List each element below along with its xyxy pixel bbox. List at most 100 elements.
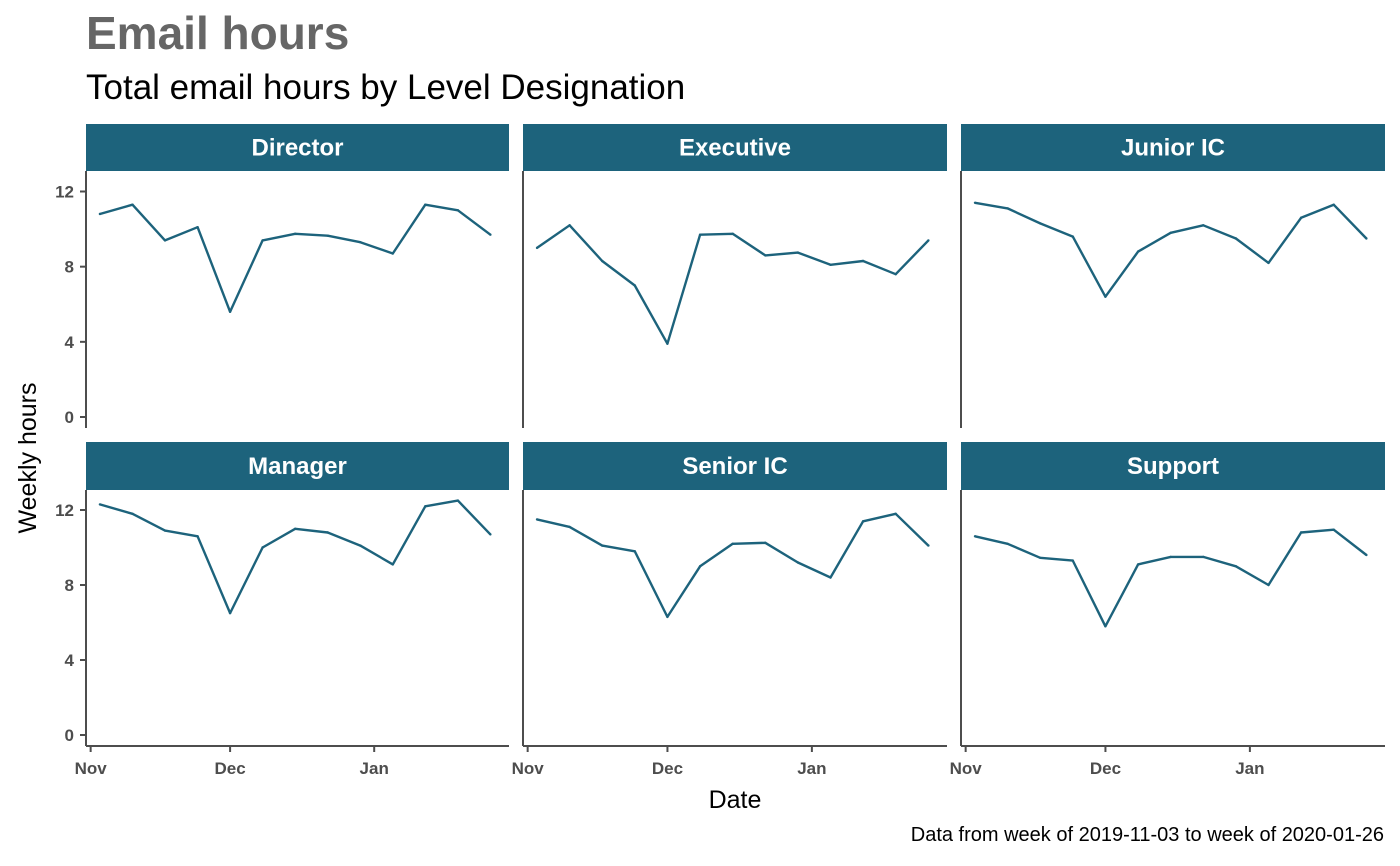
data-point — [1299, 531, 1303, 534]
panel-senior-ic: Senior IC Nov Dec Jan — [512, 442, 947, 778]
data-point — [666, 615, 669, 619]
facet-strip-label-senior-ic: Senior IC — [682, 453, 787, 480]
data-point — [456, 209, 460, 212]
data-point — [326, 234, 329, 237]
data-point — [163, 529, 167, 532]
x-tick-label: Nov — [75, 759, 108, 778]
data-point — [196, 535, 199, 538]
data-point — [1234, 565, 1238, 568]
data-point — [731, 542, 734, 545]
data-point — [1202, 224, 1205, 227]
x-tick-label: Nov — [950, 759, 983, 778]
data-point — [1039, 222, 1042, 225]
data-point — [1202, 555, 1205, 559]
data-point — [1136, 250, 1140, 253]
data-point — [601, 544, 604, 547]
chart-caption: Data from week of 2019-11-03 to week of … — [910, 824, 1384, 846]
series-line-director — [99, 203, 492, 313]
data-point — [861, 259, 865, 263]
y-tick-label: 8 — [65, 576, 74, 595]
panel-support: Support Nov Dec Jan — [950, 442, 1385, 778]
facet-strip-label-support: Support — [1127, 453, 1219, 480]
data-point — [535, 246, 539, 250]
x-tick-label: Dec — [652, 759, 683, 778]
data-point — [1104, 625, 1107, 628]
data-point — [1104, 295, 1107, 298]
data-point — [1267, 583, 1270, 587]
x-tick-label: Jan — [797, 759, 826, 778]
data-point — [829, 576, 832, 579]
facet-strip-junior-ic — [961, 124, 1385, 171]
data-point — [228, 611, 232, 615]
data-point — [568, 224, 571, 227]
data-point — [163, 239, 167, 242]
data-point — [796, 251, 800, 254]
data-point — [1234, 237, 1238, 240]
data-point — [489, 533, 492, 536]
data-point — [456, 499, 460, 502]
data-point — [1071, 235, 1075, 238]
y-tick-label: 4 — [65, 333, 75, 352]
data-point — [666, 342, 669, 345]
data-point — [1365, 237, 1368, 240]
data-point — [391, 252, 394, 255]
y-tick-label: 8 — [65, 258, 74, 277]
data-point — [98, 212, 102, 216]
data-point — [391, 563, 394, 566]
data-point — [568, 525, 571, 529]
data-point — [1071, 559, 1075, 562]
data-point — [973, 201, 977, 204]
series-line-manager — [99, 499, 492, 615]
data-point — [796, 561, 800, 564]
y-tick-label: 4 — [65, 651, 75, 670]
series-line-support — [974, 528, 1368, 628]
data-point — [1332, 528, 1335, 531]
facet-strip-executive — [523, 124, 947, 171]
panel-director: Director 0 4 8 12 — [55, 124, 509, 428]
data-point — [131, 512, 134, 515]
data-point — [228, 310, 232, 313]
panel-junior-ic: Junior IC — [960, 124, 1385, 428]
data-point — [1299, 216, 1303, 219]
x-tick-label: Nov — [512, 759, 545, 778]
facet-strip-director — [86, 124, 509, 171]
x-tick-label: Jan — [360, 759, 389, 778]
series-line-senior-ic — [536, 512, 930, 619]
chart-title: Email hours — [86, 7, 350, 59]
data-point — [261, 239, 264, 242]
data-point — [359, 544, 362, 547]
y-axis-title: Weekly hours — [14, 383, 42, 534]
data-point — [424, 505, 427, 508]
data-point — [927, 544, 930, 547]
facet-strip-label-junior-ic: Junior IC — [1121, 135, 1225, 162]
data-point — [1169, 555, 1172, 559]
data-point — [535, 518, 539, 521]
data-point — [261, 546, 264, 549]
data-point — [731, 232, 734, 235]
data-point — [927, 239, 930, 242]
data-point — [1365, 553, 1368, 557]
facet-strip-manager — [86, 442, 509, 490]
data-point — [601, 259, 604, 263]
data-point — [698, 565, 702, 568]
facet-strip-label-manager: Manager — [248, 453, 347, 480]
y-tick-label: 0 — [65, 408, 74, 427]
chart-subtitle: Total email hours by Level Designation — [86, 68, 686, 107]
data-point — [633, 550, 636, 553]
data-point — [1039, 556, 1042, 559]
data-point — [1169, 231, 1172, 234]
data-point — [894, 273, 897, 276]
x-tick-label: Dec — [1090, 759, 1121, 778]
data-point — [98, 503, 102, 506]
data-point — [829, 263, 832, 266]
data-point — [698, 233, 702, 236]
series-line-executive — [536, 224, 930, 345]
data-point — [633, 284, 636, 287]
data-point — [489, 233, 492, 236]
panel-executive: Executive — [522, 124, 947, 428]
data-point — [764, 541, 767, 544]
series-line-junior-ic — [974, 201, 1368, 298]
data-point — [131, 203, 134, 206]
data-point — [1136, 563, 1140, 566]
y-tick-label: 12 — [55, 183, 74, 202]
